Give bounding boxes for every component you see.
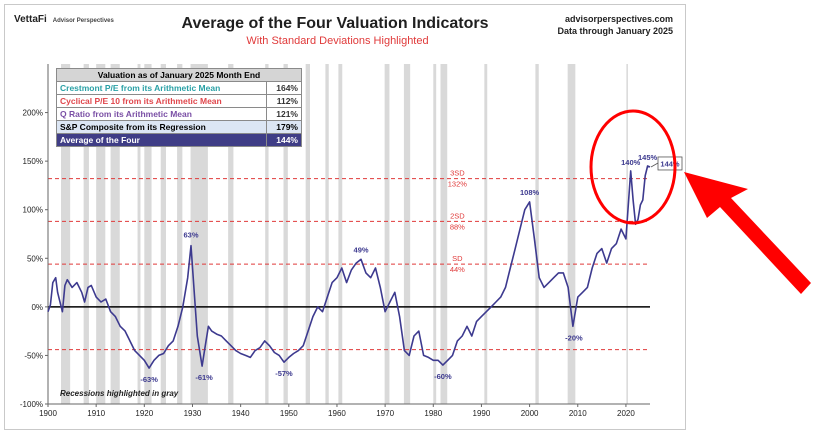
table-row-value: 144% (266, 133, 302, 147)
recession-band (433, 64, 437, 404)
sd-value-label: 44% (450, 265, 465, 274)
x-tick-label: 1960 (328, 409, 346, 418)
brand-name: VettaFi (14, 14, 47, 25)
x-tick-label: 2010 (569, 409, 587, 418)
series-line (47, 165, 651, 369)
recession-band (338, 64, 343, 404)
x-tick-label: 1900 (39, 409, 57, 418)
table-row: Q Ratio from its Arithmetic Mean 121% (56, 107, 302, 121)
y-tick-label: 150% (23, 157, 43, 166)
y-tick-label: 50% (27, 254, 43, 263)
recession-band (567, 64, 576, 404)
data-annotation: 63% (184, 231, 199, 240)
y-tick-label: 0% (31, 303, 43, 312)
recession-band (403, 64, 411, 404)
y-tick-label: -100% (20, 400, 43, 409)
source-info: advisorperspectives.com Data through Jan… (557, 13, 673, 37)
data-annotation: -61% (195, 373, 213, 382)
data-annotation: -60% (434, 372, 452, 381)
table-row-value: 112% (266, 94, 302, 108)
x-tick-label: 1970 (376, 409, 394, 418)
recession-band (265, 64, 269, 404)
table-row-value: 164% (266, 81, 302, 95)
sd-value-label: 88% (450, 222, 465, 231)
highlight-arrow (684, 172, 811, 294)
last-value-pointer (650, 162, 659, 168)
y-tick-label: -50% (24, 351, 43, 360)
table-row: Crestmont P/E from its Arithmetic Mean 1… (56, 81, 302, 95)
recession-band (325, 64, 329, 404)
x-tick-label: 1990 (473, 409, 491, 418)
recession-band (177, 64, 183, 404)
sd-label: 3SD (450, 169, 465, 178)
sd-label: SD (452, 254, 463, 263)
table-header-row: Valuation as of January 2025 Month End (56, 68, 302, 82)
recession-band (190, 64, 208, 404)
x-tick-label: 1940 (232, 409, 250, 418)
recession-band (144, 64, 152, 404)
table-row-label: Cyclical P/E 10 from its Arithmetic Mean (56, 94, 267, 108)
data-annotation: 108% (520, 188, 540, 197)
recession-band (626, 64, 628, 404)
valuation-table: Valuation as of January 2025 Month End C… (56, 68, 302, 147)
recession-band (83, 64, 89, 404)
x-tick-label: 1910 (87, 409, 105, 418)
sd-label: 2SD (450, 211, 465, 220)
sd-value-label: 132% (448, 180, 468, 189)
table-row-label: Average of the Four (56, 133, 267, 147)
table-header: Valuation as of January 2025 Month End (56, 68, 302, 82)
recession-band (484, 64, 488, 404)
table-row: S&P Composite from its Regression 179% (56, 120, 302, 134)
data-annotation: 49% (354, 245, 369, 254)
x-tick-label: 1950 (280, 409, 298, 418)
data-annotation: -20% (565, 333, 583, 342)
recession-note: Recessions highlighted in gray (60, 389, 179, 398)
table-row-value: 179% (266, 120, 302, 134)
table-row-value: 121% (266, 107, 302, 121)
table-row-label: Q Ratio from its Arithmetic Mean (56, 107, 267, 121)
chart-title: Average of the Four Valuation Indicators (181, 15, 489, 32)
recession-band (384, 64, 390, 404)
x-tick-label: 1980 (424, 409, 442, 418)
data-date: Data through January 2025 (557, 26, 673, 36)
data-annotation: 140% (621, 158, 641, 167)
recession-band (110, 64, 120, 404)
table-row: Cyclical P/E 10 from its Arithmetic Mean… (56, 94, 302, 108)
chart-subtitle: With Standard Deviations Highlighted (246, 35, 429, 47)
recession-band (160, 64, 166, 404)
recession-band (61, 64, 71, 404)
recession-band (96, 64, 106, 404)
recession-band (440, 64, 448, 404)
x-tick-label: 2000 (521, 409, 539, 418)
recession-band (535, 64, 539, 404)
brand-logo: VettaFi Advisor Perspectives (14, 14, 114, 25)
recession-band (305, 64, 310, 404)
last-value-label: 144% (660, 159, 680, 168)
y-tick-label: 200% (23, 109, 43, 118)
x-tick-label: 1930 (184, 409, 202, 418)
table-row-label: S&P Composite from its Regression (56, 120, 267, 134)
recession-band (283, 64, 288, 404)
x-tick-label: 2020 (617, 409, 635, 418)
recession-band (228, 64, 234, 404)
data-annotation: -63% (140, 375, 158, 384)
recession-band (137, 64, 141, 404)
brand-subtitle: Advisor Perspectives (52, 18, 114, 24)
highlight-ellipse (589, 109, 677, 225)
data-annotation: 145% (638, 153, 658, 162)
table-row-label: Crestmont P/E from its Arithmetic Mean (56, 81, 267, 95)
y-tick-label: 100% (23, 206, 43, 215)
source-site: advisorperspectives.com (564, 14, 673, 24)
data-annotation: -57% (275, 369, 293, 378)
x-tick-label: 1920 (135, 409, 153, 418)
table-row-average: Average of the Four 144% (56, 133, 302, 147)
